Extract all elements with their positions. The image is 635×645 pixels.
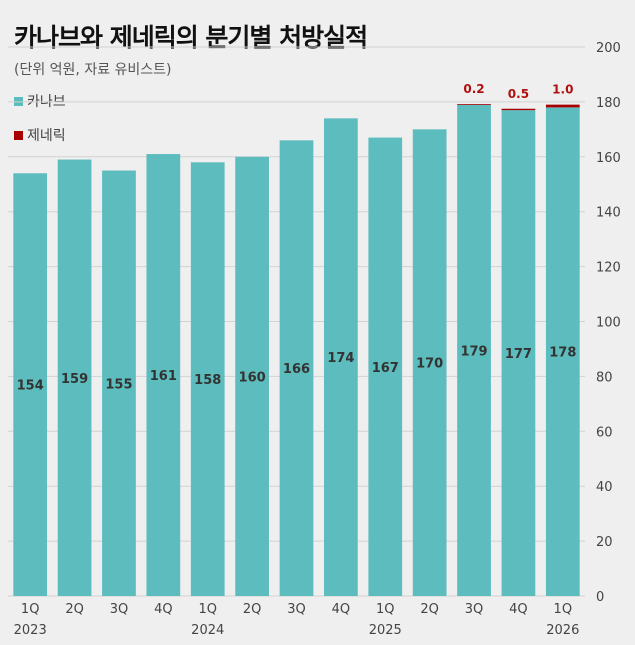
generic-value-label: 0.2 [463, 82, 484, 96]
bar-value-label: 178 [549, 346, 576, 361]
y-tick-label: 0 [596, 590, 604, 605]
generic-bar-segment [501, 108, 536, 111]
bar [545, 107, 580, 596]
y-tick-label: 60 [596, 425, 613, 440]
x-tick-label: 4Q [154, 602, 173, 617]
bar [412, 129, 447, 596]
y-tick-label: 20 [596, 535, 613, 550]
x-tick-label: 4Q [509, 602, 528, 617]
generic-bar-segment [457, 104, 491, 105]
bar-value-label: 167 [372, 361, 399, 376]
y-tick-label: 80 [596, 370, 613, 385]
bar [57, 159, 92, 597]
bar [190, 162, 225, 597]
bar [235, 156, 269, 597]
generic-value-label: 1.0 [552, 83, 573, 97]
bar-value-label: 174 [327, 351, 354, 366]
bar-value-label: 161 [150, 369, 177, 384]
bar-value-label: 160 [239, 370, 266, 385]
legend-item-generic: 제네릭 [14, 126, 66, 144]
bar-value-label: 179 [460, 344, 487, 359]
y-tick-label: 120 [596, 261, 621, 276]
bar [279, 140, 314, 596]
x-tick-label: 1Q [21, 602, 40, 617]
bar [501, 110, 536, 596]
bar-value-label: 170 [416, 357, 443, 372]
x-tick-label: 3Q [465, 602, 484, 617]
y-tick-label: 200 [596, 41, 621, 56]
x-tick-label: 4Q [332, 602, 351, 617]
generic-value-label: 0.5 [508, 87, 529, 101]
x-tick-label: 1Q [376, 602, 395, 617]
x-tick-label: 3Q [110, 602, 129, 617]
bar-value-label: 154 [17, 379, 44, 394]
x-year-label: 2026 [546, 623, 579, 638]
y-tick-label: 40 [596, 480, 613, 495]
x-tick-label: 3Q [287, 602, 306, 617]
y-tick-label: 160 [596, 151, 621, 166]
y-tick-label: 100 [596, 316, 621, 331]
bar [324, 118, 358, 597]
bar-value-label: 155 [105, 377, 132, 392]
x-tick-label: 2Q [420, 602, 439, 617]
bar-value-label: 159 [61, 372, 88, 387]
x-year-label: 2024 [191, 623, 224, 638]
generic-bar-segment [545, 104, 580, 108]
bar-value-label: 158 [194, 373, 221, 388]
legend-swatch-generic [14, 130, 23, 140]
x-tick-label: 1Q [554, 602, 573, 617]
y-tick-label: 180 [596, 96, 621, 111]
legend-swatch-kanarb [14, 96, 23, 106]
bar [13, 173, 48, 596]
bar [102, 170, 136, 596]
bar [368, 137, 403, 596]
x-year-label: 2025 [369, 623, 402, 638]
bar [146, 154, 181, 596]
x-year-label: 2023 [14, 623, 47, 638]
bar [457, 104, 491, 597]
legend-label-generic: 제네릭 [27, 128, 66, 144]
y-tick-label: 140 [596, 206, 621, 221]
bar-value-label: 166 [283, 362, 310, 377]
x-tick-label: 2Q [65, 602, 84, 617]
chart-subtitle: (단위 억원, 자료 유비스트) [14, 62, 172, 78]
bar-value-label: 177 [505, 347, 532, 362]
x-tick-label: 2Q [243, 602, 262, 617]
x-tick-label: 1Q [198, 602, 217, 617]
